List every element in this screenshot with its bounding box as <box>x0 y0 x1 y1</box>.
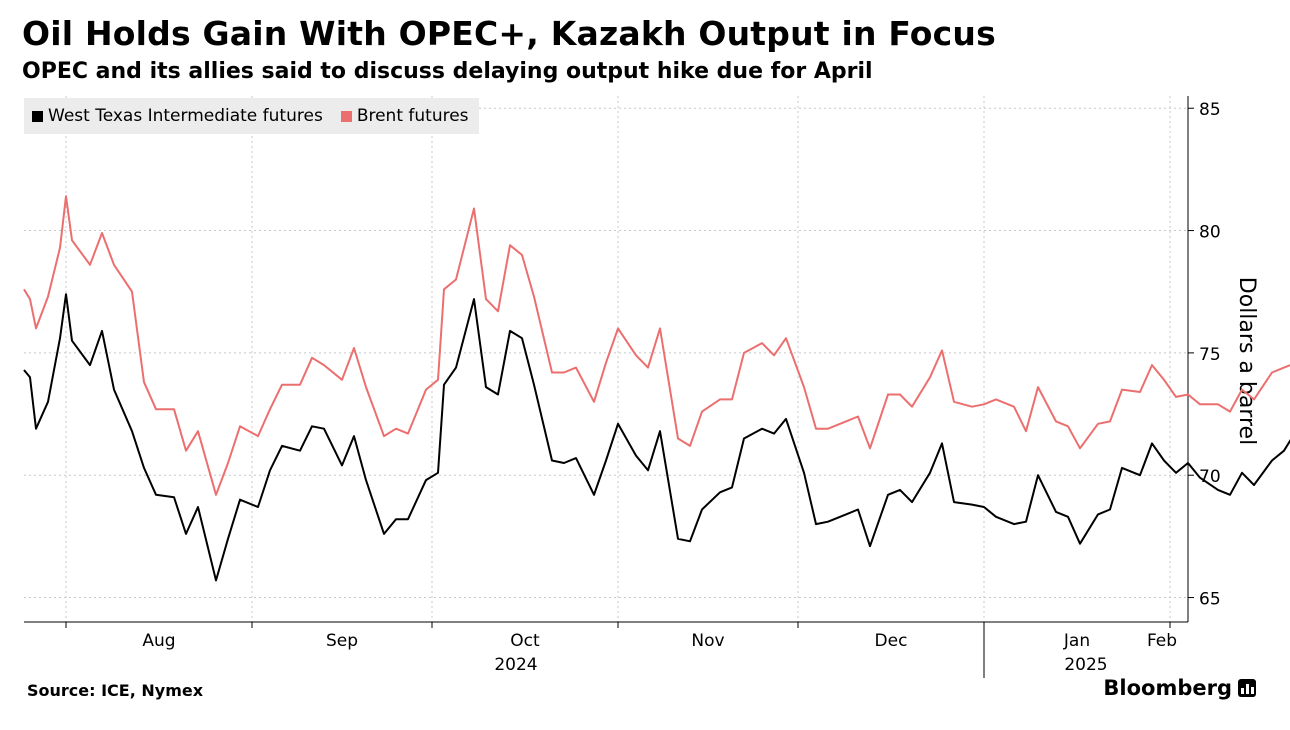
legend: West Texas Intermediate futures Brent fu… <box>24 98 479 134</box>
bloomberg-logo: Bloomberg <box>1103 676 1256 700</box>
legend-item-brent: Brent futures <box>340 106 469 126</box>
source-note: Source: ICE, Nymex <box>27 681 204 700</box>
series-line-brent <box>23 195 1290 496</box>
y-tick-label: 65 <box>1199 590 1221 610</box>
y-tick-label: 80 <box>1199 223 1221 243</box>
y-axis-label: Dollars a barrel <box>1234 277 1259 445</box>
x-tick-label: Oct <box>510 631 540 651</box>
x-tick-label: Aug <box>142 631 175 651</box>
x-tick-label: Sep <box>326 631 358 651</box>
x-tick-label: Dec <box>875 631 908 651</box>
series-line-wti <box>23 293 1290 582</box>
y-tick-label: 75 <box>1199 345 1221 365</box>
x-tick-label: Jan <box>1063 631 1090 651</box>
legend-swatch-brent <box>340 110 352 122</box>
legend-label-wti: West Texas Intermediate futures <box>48 106 323 126</box>
x-year-label: 2024 <box>494 655 537 675</box>
legend-item-wti: West Texas Intermediate futures <box>32 106 323 126</box>
legend-label-brent: Brent futures <box>356 106 469 126</box>
legend-swatch-wti <box>32 110 43 122</box>
x-tick-label: Nov <box>691 631 724 651</box>
x-year-label: 2025 <box>1064 655 1107 675</box>
x-tick-label: Feb <box>1147 631 1177 651</box>
brand-name: Bloomberg <box>1103 676 1232 700</box>
y-tick-label: 70 <box>1199 467 1221 487</box>
y-tick-label: 85 <box>1199 100 1221 120</box>
chart-title: Oil Holds Gain With OPEC+, Kazakh Output… <box>22 14 996 53</box>
bloomberg-chart-icon <box>1238 679 1256 697</box>
chart-subtitle: OPEC and its allies said to discuss dela… <box>22 59 873 84</box>
